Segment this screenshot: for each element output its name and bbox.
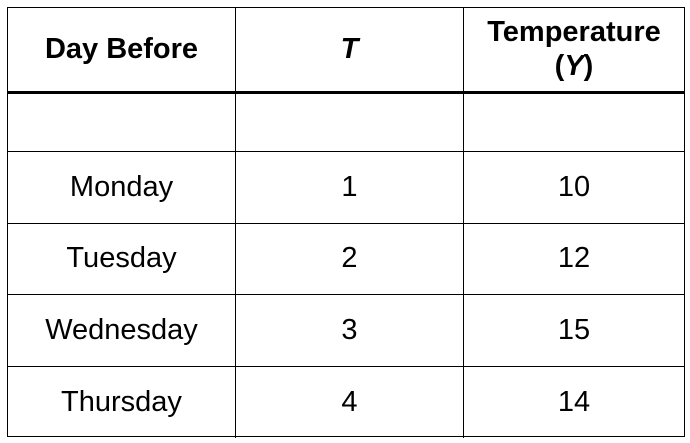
table-cell-temperature: 10 bbox=[557, 170, 591, 203]
header-day-before: Day Before bbox=[8, 8, 236, 91]
table-cell-t: 2 bbox=[236, 223, 464, 294]
table-cell-day: Tuesday bbox=[8, 223, 236, 294]
table-row: Tuesday 2 12 bbox=[8, 223, 684, 295]
table-header-row: Day Before T Temperature (Y) bbox=[8, 8, 684, 94]
table-cell-day: Wednesday bbox=[8, 295, 236, 366]
header-temperature-label: Temperature bbox=[487, 16, 661, 49]
table-cell-temperature: 12 bbox=[557, 242, 591, 275]
table-cell-temperature: 14 bbox=[557, 385, 591, 418]
header-temperature: Temperature (Y) bbox=[464, 8, 684, 91]
table-row: Thursday 4 14 bbox=[8, 366, 684, 438]
table-cell-empty bbox=[8, 94, 236, 151]
data-table: Day Before T Temperature (Y) Monday 1 10… bbox=[7, 7, 685, 438]
table-row: Monday 1 10 bbox=[8, 152, 684, 224]
table-cell-day: Thursday bbox=[8, 366, 236, 438]
table-row: Wednesday 3 15 bbox=[8, 295, 684, 367]
table-cell-t: 3 bbox=[236, 295, 464, 366]
table-cell-empty bbox=[236, 94, 464, 151]
table-cell-t: 1 bbox=[236, 152, 464, 223]
header-t: T bbox=[236, 8, 464, 91]
table-cell-t: 4 bbox=[236, 366, 464, 438]
table-blank-row bbox=[8, 94, 684, 152]
table-cell-day: Monday bbox=[8, 152, 236, 223]
header-temperature-unit: (Y) bbox=[554, 49, 594, 82]
table-cell-empty bbox=[464, 94, 684, 151]
table-cell-temperature: 15 bbox=[557, 313, 591, 346]
